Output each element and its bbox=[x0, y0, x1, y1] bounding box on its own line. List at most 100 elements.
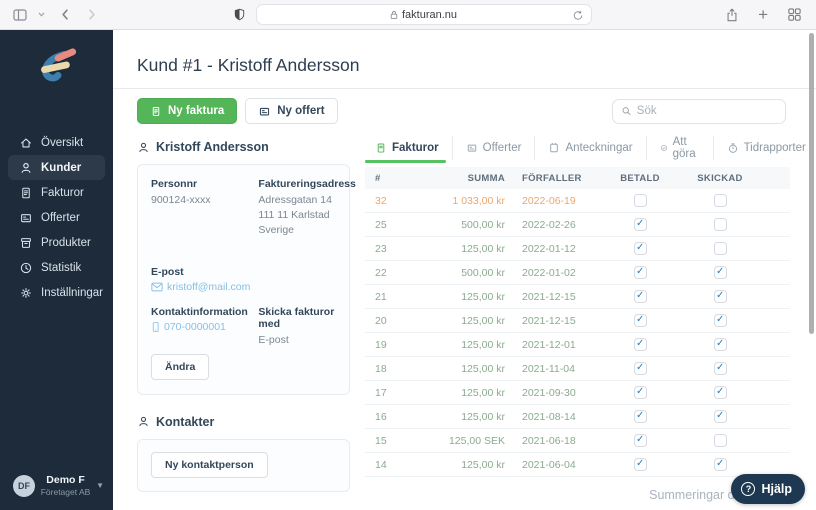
share-icon[interactable] bbox=[725, 7, 739, 23]
paid-checkbox[interactable] bbox=[633, 194, 647, 207]
invoice-row[interactable]: 17 125,00 kr 2021-09-30 bbox=[365, 381, 790, 405]
sidebar-item-installningar[interactable]: Inställningar bbox=[8, 280, 105, 305]
invoice-number[interactable]: 17 bbox=[375, 386, 387, 399]
tab-overview-icon[interactable] bbox=[787, 7, 802, 22]
archive-box-icon bbox=[21, 237, 31, 248]
search-input[interactable] bbox=[636, 105, 777, 117]
sidebar-toggle-icon[interactable] bbox=[12, 7, 28, 23]
sidebar-item-produkter[interactable]: Produkter bbox=[8, 230, 105, 255]
paid-checkbox[interactable] bbox=[633, 434, 647, 447]
search-box bbox=[612, 98, 786, 124]
sidebar-item-statistik[interactable]: Statistik bbox=[8, 255, 105, 280]
paid-checkbox[interactable] bbox=[633, 218, 647, 231]
invoice-number[interactable]: 25 bbox=[375, 218, 387, 231]
paid-checkbox[interactable] bbox=[633, 266, 647, 279]
new-offer-button[interactable]: Ny offert bbox=[245, 98, 338, 124]
paid-checkbox[interactable] bbox=[633, 386, 647, 399]
invoice-row[interactable]: 22 500,00 kr 2022-01-02 bbox=[365, 261, 790, 285]
sidebar-item-oversikt[interactable]: Översikt bbox=[8, 130, 105, 155]
sent-checkbox[interactable] bbox=[713, 290, 727, 303]
invoice-number[interactable]: 18 bbox=[375, 362, 387, 375]
sidebar-item-kunder[interactable]: Kunder bbox=[8, 155, 105, 180]
invoice-number[interactable]: 22 bbox=[375, 266, 387, 279]
reload-icon[interactable] bbox=[572, 9, 584, 22]
sidebar-item-label: Fakturor bbox=[41, 186, 84, 199]
new-contact-button[interactable]: Ny kontaktperson bbox=[151, 451, 268, 478]
paid-checkbox[interactable] bbox=[633, 242, 647, 255]
invoice-row[interactable]: 18 125,00 kr 2021-11-04 bbox=[365, 357, 790, 381]
customer-name-heading: Kristoff Andersson bbox=[156, 140, 269, 154]
invoice-number[interactable]: 14 bbox=[375, 458, 387, 471]
invoice-sum: 125,00 kr bbox=[461, 410, 505, 423]
invoice-number[interactable]: 15 bbox=[375, 434, 387, 447]
paid-checkbox[interactable] bbox=[633, 362, 647, 375]
invoice-row[interactable]: 21 125,00 kr 2021-12-15 bbox=[365, 285, 790, 309]
invoice-number[interactable]: 16 bbox=[375, 410, 387, 423]
invoice-row[interactable]: 19 125,00 kr 2021-12-01 bbox=[365, 333, 790, 357]
sent-checkbox[interactable] bbox=[713, 458, 727, 471]
tab-att-gora[interactable]: Att göra bbox=[645, 136, 713, 160]
sent-checkbox[interactable] bbox=[713, 410, 727, 423]
tab-tidrapporter[interactable]: Tidrapporter bbox=[712, 136, 816, 160]
invoice-row[interactable]: 23 125,00 kr 2022-01-12 bbox=[365, 237, 790, 261]
invoice-row[interactable]: 14 125,00 kr 2021-06-04 bbox=[365, 453, 790, 477]
invoice-number[interactable]: 19 bbox=[375, 338, 387, 351]
back-button-icon[interactable] bbox=[58, 7, 73, 22]
email-link[interactable]: kristoff@mail.com bbox=[167, 280, 251, 293]
col-number: # bbox=[375, 172, 381, 184]
invoice-row[interactable]: 25 500,00 kr 2022-02-26 bbox=[365, 213, 790, 237]
send-with-field: Skicka fakturor med E-post bbox=[258, 306, 355, 348]
paid-checkbox[interactable] bbox=[633, 458, 647, 471]
invoice-row[interactable]: 16 125,00 kr 2021-08-14 bbox=[365, 405, 790, 429]
edit-customer-button[interactable]: Ändra bbox=[151, 353, 210, 380]
person-icon bbox=[139, 142, 148, 152]
user-menu[interactable]: DF Demo F Företaget AB ▼ bbox=[0, 474, 113, 497]
paid-checkbox[interactable] bbox=[633, 338, 647, 351]
user-name: Demo F bbox=[46, 474, 85, 487]
sent-checkbox[interactable] bbox=[713, 338, 727, 351]
invoice-row[interactable]: 15 125,00 SEK 2021-06-18 bbox=[365, 429, 790, 453]
paid-checkbox[interactable] bbox=[633, 290, 647, 303]
invoice-number[interactable]: 23 bbox=[375, 242, 387, 255]
tab-offerter[interactable]: Offerter bbox=[451, 136, 535, 160]
customer-panel: Kristoff Andersson Personnr 900124-xxxx … bbox=[137, 134, 356, 510]
email-label: E-post bbox=[151, 265, 184, 278]
paid-checkbox[interactable] bbox=[633, 314, 647, 327]
app-logo bbox=[40, 48, 76, 82]
forward-button-icon[interactable] bbox=[84, 7, 99, 22]
sidebar-item-fakturor[interactable]: Fakturor bbox=[8, 180, 105, 205]
invoice-number[interactable]: 32 bbox=[375, 194, 387, 207]
table-header: # SUMMA FÖRFALLER BETALD SKICKAD bbox=[365, 167, 790, 189]
sidebar-toggle-chevron-icon[interactable] bbox=[37, 10, 46, 19]
sidebar-item-label: Översikt bbox=[41, 136, 84, 149]
sidebar-item-offerter[interactable]: Offerter bbox=[8, 205, 105, 230]
sent-checkbox[interactable] bbox=[713, 218, 727, 231]
help-button[interactable]: ? Hjälp bbox=[731, 474, 805, 504]
page-scrollbar[interactable] bbox=[809, 33, 814, 334]
sent-checkbox[interactable] bbox=[713, 434, 727, 447]
clock-icon bbox=[20, 262, 32, 273]
sent-checkbox[interactable] bbox=[713, 314, 727, 327]
paid-checkbox[interactable] bbox=[633, 410, 647, 423]
sent-checkbox[interactable] bbox=[713, 386, 727, 399]
invoice-icon bbox=[22, 187, 30, 198]
home-icon bbox=[21, 138, 31, 147]
privacy-shield-icon[interactable] bbox=[233, 7, 246, 22]
new-invoice-button[interactable]: Ny faktura bbox=[137, 98, 238, 124]
sent-checkbox[interactable] bbox=[713, 194, 727, 207]
invoice-row[interactable]: 32 1 033,00 kr 2022-06-19 bbox=[365, 189, 790, 213]
invoice-number[interactable]: 20 bbox=[375, 314, 387, 327]
invoice-due-date: 2021-12-01 bbox=[522, 338, 576, 351]
address-bar[interactable]: fakturan.nu bbox=[255, 4, 592, 25]
invoice-number[interactable]: 21 bbox=[375, 290, 387, 303]
invoice-row[interactable]: 20 125,00 kr 2021-12-15 bbox=[365, 309, 790, 333]
tab-fakturor[interactable]: Fakturor bbox=[365, 136, 452, 163]
sent-checkbox[interactable] bbox=[713, 266, 727, 279]
sent-checkbox[interactable] bbox=[713, 362, 727, 375]
content-row: Kristoff Andersson Personnr 900124-xxxx … bbox=[113, 132, 816, 510]
sent-checkbox[interactable] bbox=[713, 242, 727, 255]
tab-anteckningar[interactable]: Anteckningar bbox=[534, 136, 645, 160]
invoice-sum: 125,00 kr bbox=[461, 242, 505, 255]
phone-link[interactable]: 070-0000001 bbox=[164, 320, 226, 333]
new-tab-icon[interactable]: + bbox=[758, 5, 768, 24]
